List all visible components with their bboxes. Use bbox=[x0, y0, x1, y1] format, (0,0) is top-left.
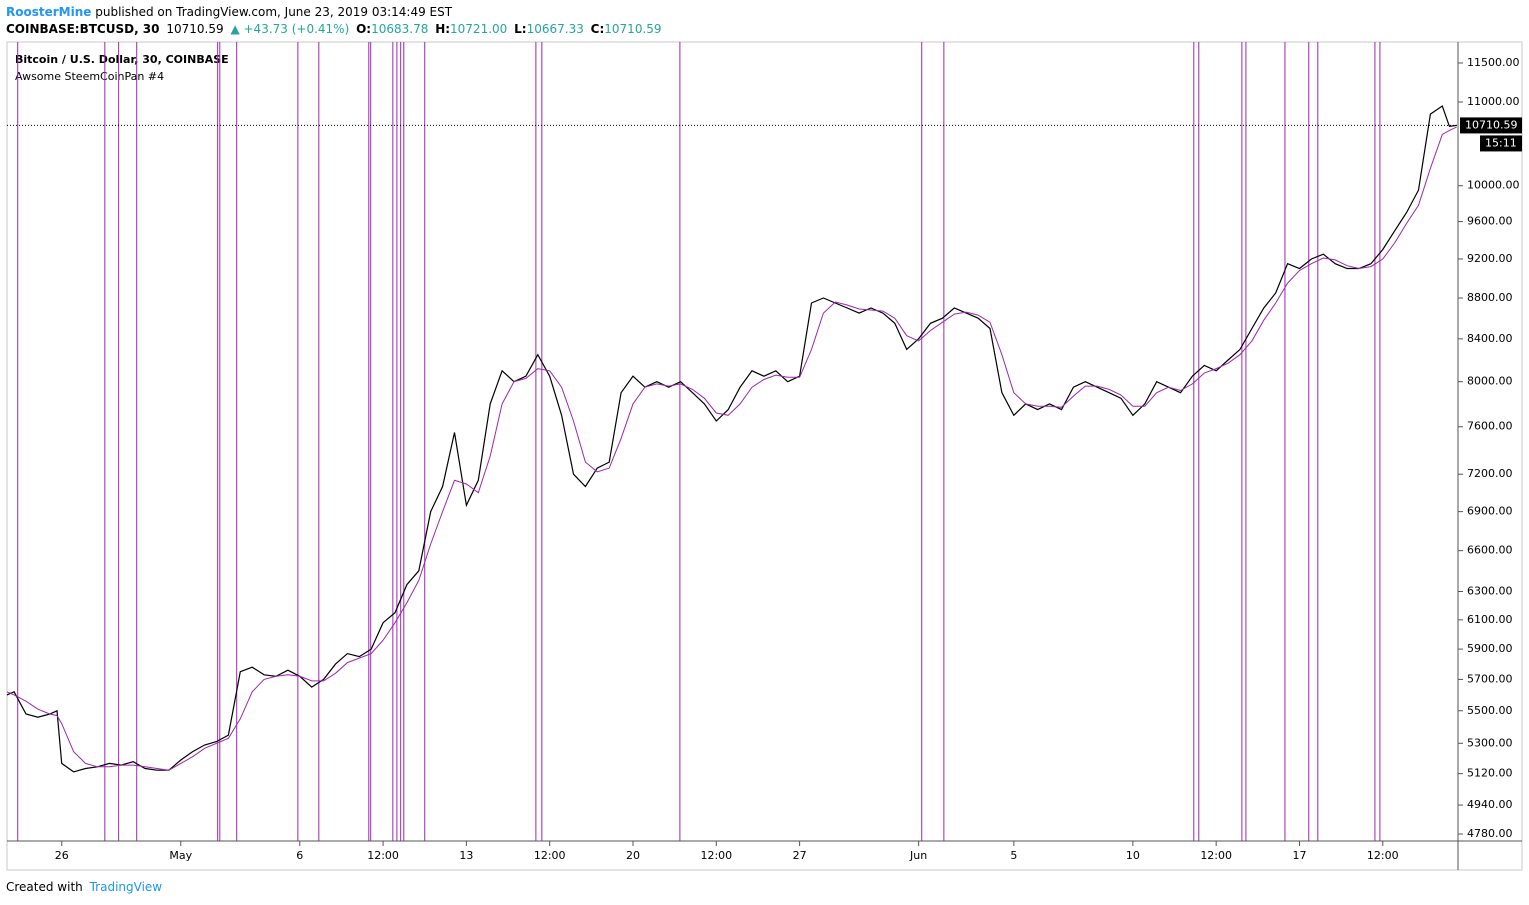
x-tick-label: 17 bbox=[1292, 849, 1306, 862]
y-tick-label: 6100.00 bbox=[1467, 613, 1513, 626]
header-line-1: RoosterMine published on TradingView.com… bbox=[6, 5, 455, 19]
x-tick-label: 20 bbox=[626, 849, 640, 862]
y-tick-label: 5120.00 bbox=[1467, 767, 1513, 780]
change: +43.73 (+0.41%) bbox=[243, 22, 350, 36]
x-tick-label: 13 bbox=[459, 849, 473, 862]
frame bbox=[6, 41, 1523, 871]
brand[interactable]: TradingView bbox=[89, 880, 163, 894]
y-tick-label: 5900.00 bbox=[1467, 642, 1513, 655]
y-tick-label: 4780.00 bbox=[1467, 827, 1513, 840]
price: 10710.59 bbox=[166, 22, 224, 36]
x-tick-label: 12:00 bbox=[1200, 849, 1232, 862]
countdown-box bbox=[1480, 135, 1522, 152]
y-tick-label: 8000.00 bbox=[1467, 375, 1513, 388]
header-line-2: COINBASE:BTCUSD, 30 10710.59 ▲ +43.73 (+… bbox=[6, 22, 665, 36]
x-tick-label: May bbox=[169, 849, 192, 862]
indicator-line bbox=[6, 126, 1457, 771]
y-tick-label: 9600.00 bbox=[1467, 215, 1513, 228]
last-price-box bbox=[1460, 117, 1522, 134]
x-tick-label: Jun bbox=[909, 849, 927, 862]
y-tick-label: 4940.00 bbox=[1467, 798, 1513, 811]
o-label: O: bbox=[356, 22, 372, 36]
x-tick-label: 12:00 bbox=[1367, 849, 1399, 862]
y-tick-label: 6600.00 bbox=[1467, 544, 1513, 557]
footer: Created with TradingView bbox=[6, 880, 165, 894]
high: 10721.00 bbox=[450, 22, 508, 36]
y-tick-label: 6900.00 bbox=[1467, 505, 1513, 518]
x-tick-label: 6 bbox=[296, 849, 303, 862]
x-tick-label: 5 bbox=[1010, 849, 1017, 862]
low: 10667.33 bbox=[526, 22, 584, 36]
y-tick-label: 10000.00 bbox=[1467, 179, 1520, 192]
y-tick-label: 9200.00 bbox=[1467, 252, 1513, 265]
close: 10710.59 bbox=[604, 22, 662, 36]
y-tick-label: 11500.00 bbox=[1467, 56, 1520, 69]
y-tick-label: 6300.00 bbox=[1467, 585, 1513, 598]
h-label: H: bbox=[435, 22, 451, 36]
x-tick-label: 12:00 bbox=[367, 849, 399, 862]
created-with: Created with bbox=[6, 880, 83, 894]
c-label: C: bbox=[590, 22, 605, 36]
x-tick-label: 10 bbox=[1126, 849, 1140, 862]
x-tick-label: 12:00 bbox=[534, 849, 566, 862]
symbol: COINBASE:BTCUSD, 30 bbox=[6, 22, 160, 36]
y-tick-label: 8400.00 bbox=[1467, 332, 1513, 345]
y-tick-label: 5300.00 bbox=[1467, 736, 1513, 749]
y-tick-label: 7200.00 bbox=[1467, 467, 1513, 480]
x-tick-label: 27 bbox=[793, 849, 807, 862]
arrow: ▲ bbox=[230, 22, 240, 36]
l-label: L: bbox=[514, 22, 527, 36]
open: 10683.78 bbox=[371, 22, 429, 36]
legend-main: Bitcoin / U.S. Dollar, 30, COINBASE bbox=[15, 53, 229, 66]
author[interactable]: RoosterMine bbox=[6, 5, 92, 19]
x-tick-label: 12:00 bbox=[700, 849, 732, 862]
countdown: 15:11 bbox=[1485, 136, 1517, 149]
y-tick-label: 11000.00 bbox=[1467, 95, 1520, 108]
y-tick-label: 7600.00 bbox=[1467, 420, 1513, 433]
chart: Bitcoin / U.S. Dollar, 30, COINBASE Awso… bbox=[6, 41, 1523, 871]
legend-indicator: Awsome SteemCoinPan #4 bbox=[15, 70, 164, 83]
y-tick-label: 8800.00 bbox=[1467, 291, 1513, 304]
price-line bbox=[6, 105, 1457, 773]
x-tick-label: 26 bbox=[55, 849, 69, 862]
published: published on TradingView.com, June 23, 2… bbox=[95, 5, 453, 19]
y-tick-label: 5500.00 bbox=[1467, 704, 1513, 717]
last-price-label: 10710.59 bbox=[1465, 118, 1518, 131]
y-tick-label: 5700.00 bbox=[1467, 672, 1513, 685]
